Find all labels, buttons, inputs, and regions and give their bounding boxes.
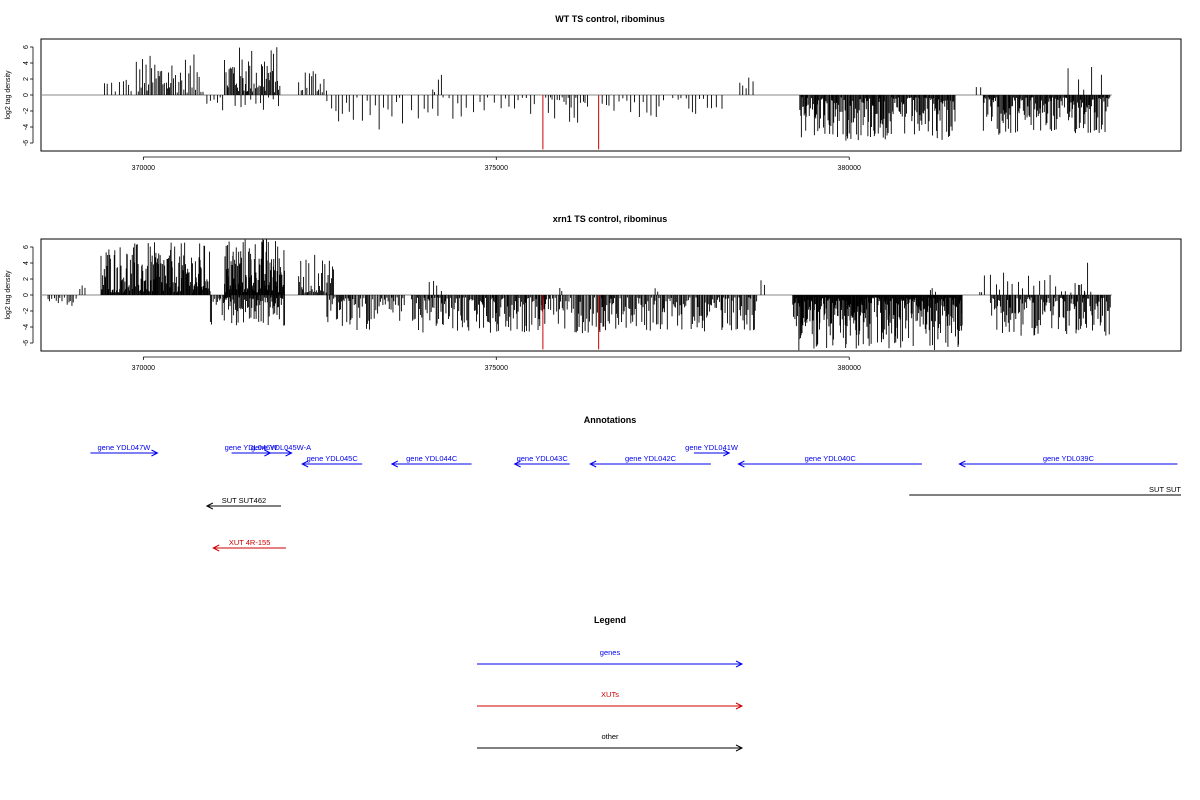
y-tick-label: -6 [23,140,30,146]
arrow-left-icon [958,460,966,468]
arrow-left-icon [513,460,521,468]
xrn1-axes: 6 4 2 0 -2 -4 -6 370000 375000 380000 [23,245,861,372]
legend-panel: Legend genes XUTs other [477,615,744,752]
xrn1-track-title: xrn1 TS control, ribominus [553,214,668,224]
arrow-right-icon [735,660,744,668]
wt-axes: 6 4 2 0 -2 -4 -6 370000 375000 380000 [23,45,861,172]
legend-label: genes [600,648,621,657]
x-tick-label: 375000 [485,365,508,372]
y-tick-label: 0 [23,293,30,297]
y-tick-label: 4 [23,261,30,265]
feature-label: gene YDL039C [1043,454,1095,463]
arrow-right-icon [285,449,293,457]
y-tick-label: 6 [23,245,30,249]
wt-track-title: WT TS control, ribominus [555,14,665,24]
wt-track-panel: WT TS control, ribominus log2 tag densit… [5,14,1182,172]
feature-label: gene YDL045C [307,454,359,463]
y-tick-label: -2 [23,308,30,314]
feature-label: SUT SUT462 [222,496,266,505]
arrow-left-icon [589,460,597,468]
y-tick-label: -6 [23,340,30,346]
y-tick-label: -4 [23,124,30,130]
feature-label: SUT SUT [1149,485,1181,494]
arrow-right-icon [151,449,159,457]
y-tick-label: 2 [23,77,30,81]
feature-label: gene YDL047W [98,443,152,452]
y-tick-label: 6 [23,45,30,49]
feature-label: gene YDL044C [406,454,458,463]
y-tick-label: 0 [23,93,30,97]
arrow-right-icon [735,702,744,710]
arrow-right-icon [735,744,744,752]
arrow-left-icon [212,544,220,552]
feature-label: XUT 4R-155 [229,538,271,547]
feature-label: gene YDL041W [685,443,739,452]
x-tick-label: 370000 [132,165,155,172]
legend-label: XUTs [601,690,619,699]
x-tick-label: 370000 [132,365,155,372]
y-tick-label: -4 [23,324,30,330]
arrow-left-icon [301,460,309,468]
y-tick-label: 4 [23,61,30,65]
xrn1-y-axis-label: log2 tag density [5,270,12,320]
xrn1-bars [41,239,1112,351]
wt-bars [41,47,1112,150]
legend-label: other [601,732,619,741]
feature-label: gene YDL042C [625,454,677,463]
x-tick-label: 375000 [485,165,508,172]
wt-y-axis-label: log2 tag density [5,70,12,120]
x-tick-label: 380000 [838,365,861,372]
feature-label: gene YDL043C [517,454,569,463]
y-tick-label: 2 [23,277,30,281]
legend-items: genes XUTs other [477,648,744,752]
feature-label: gene YDL045W-A [251,443,311,452]
annotations-title: Annotations [584,415,637,425]
legend-title: Legend [594,615,626,625]
arrow-right-icon [723,449,731,457]
x-tick-label: 380000 [838,165,861,172]
xrn1-track-panel: xrn1 TS control, ribominus log2 tag dens… [5,214,1182,372]
arrow-left-icon [737,460,745,468]
y-tick-label: -2 [23,108,30,114]
arrow-left-icon [205,502,214,510]
annotations-panel: Annotations gene YDL047W gene YDL046Wgene… [90,415,1181,552]
feature-label: gene YDL040C [805,454,857,463]
arrow-left-icon [390,460,399,468]
feature-label: gene YDL046W [225,443,279,452]
